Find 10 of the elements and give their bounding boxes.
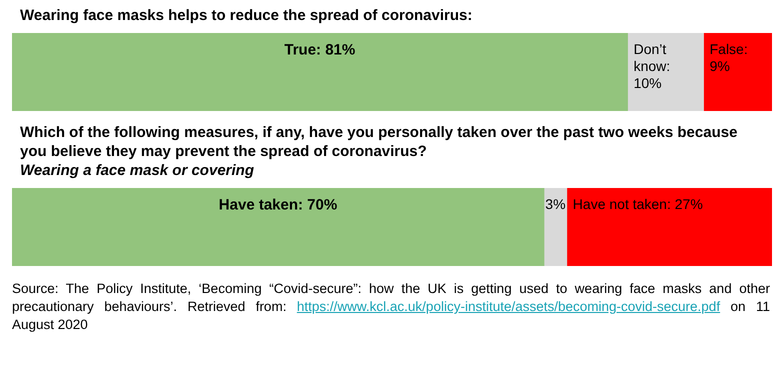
data-label: True: 81%: [284, 42, 356, 59]
text: Source: The Policy Institute, ‘Becoming “Covid-secure”: how the UK is getting used to wearing face masks and other precautionary behaviours’. Retrieved from: https://www.kcl.ac.uk/policy-institute/assets/becoming-covid-secure.pdf on 11 August 2020: [12, 281, 770, 332]
data-label: Have taken: 70%: [218, 196, 338, 214]
data-label: Don’t know: 10%: [634, 40, 670, 91]
chart-title: Which of the following measures, if any, have you personally taken over the past two weeks because you believe they may prevent the spread of coronavirus?: [20, 124, 738, 160]
data-label: False: 9%: [710, 40, 748, 74]
chart-subtitle: Wearing a face mask or covering: [19, 161, 255, 181]
data-label: Have not taken: 27%: [572, 196, 703, 212]
data-label: 3%: [545, 196, 566, 212]
chart-title: Wearing face masks helps to reduce the spread of coronavirus:: [19, 6, 474, 26]
